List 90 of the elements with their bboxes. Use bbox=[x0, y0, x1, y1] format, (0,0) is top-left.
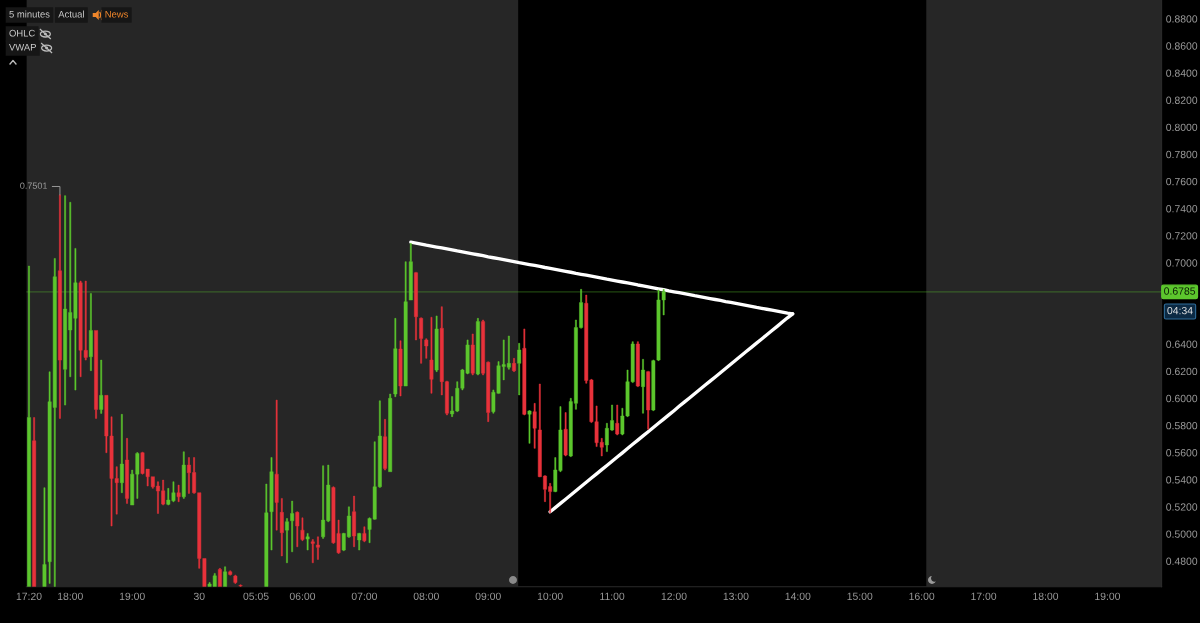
candlestick bbox=[357, 532, 362, 551]
candlestick bbox=[563, 412, 568, 457]
candlestick bbox=[403, 261, 408, 387]
y-tick-label: 0.5200 bbox=[1166, 503, 1198, 511]
x-tick-label: 10:00 bbox=[537, 592, 563, 601]
x-tick-label: 16:00 bbox=[909, 592, 935, 601]
candlestick bbox=[398, 340, 403, 397]
y-tick-label: 0.6200 bbox=[1166, 367, 1198, 376]
candlestick bbox=[408, 243, 413, 301]
candlestick bbox=[27, 265, 31, 587]
candlestick bbox=[393, 318, 398, 397]
x-tick-label: 14:00 bbox=[785, 592, 811, 601]
candlestick bbox=[32, 417, 37, 587]
candlestick bbox=[434, 315, 439, 372]
y-tick-label: 0.6000 bbox=[1166, 394, 1198, 403]
y-tick-label: 0.8200 bbox=[1166, 96, 1198, 104]
candlestick bbox=[352, 495, 356, 548]
candlestick bbox=[517, 343, 522, 396]
candlestick bbox=[181, 451, 186, 499]
candlestick bbox=[512, 358, 516, 372]
y-tick-label: 0.7000 bbox=[1166, 259, 1198, 267]
x-tick-label: 05:05 bbox=[243, 592, 269, 601]
x-tick-label: 09:00 bbox=[475, 592, 501, 601]
candlestick bbox=[362, 526, 367, 543]
x-tick-label: 12:00 bbox=[661, 592, 687, 601]
candlestick bbox=[635, 341, 640, 387]
y-tick-label: 0.7400 bbox=[1166, 205, 1198, 213]
ref-line-label: 0.6785 bbox=[1164, 287, 1196, 295]
candlestick bbox=[641, 359, 645, 414]
x-tick-label: 07:00 bbox=[351, 592, 378, 601]
y-tick-label: 0.5800 bbox=[1166, 421, 1198, 430]
y-tick-label: 0.5400 bbox=[1166, 476, 1198, 484]
candlestick bbox=[316, 536, 320, 560]
candlestick bbox=[532, 403, 537, 449]
candlestick bbox=[615, 404, 620, 436]
annotation: Actual bbox=[58, 10, 84, 18]
candlestick bbox=[419, 317, 424, 364]
x-tick-label: 15:00 bbox=[847, 592, 873, 601]
x-tick-label: 08:00 bbox=[413, 592, 439, 601]
y-tick-label: 0.7200 bbox=[1166, 232, 1198, 240]
x-tick-label: 11:00 bbox=[600, 592, 625, 601]
candlestick bbox=[223, 566, 227, 587]
y-tick-label: 0.8600 bbox=[1166, 42, 1198, 50]
y-tick-label: 0.8400 bbox=[1166, 69, 1198, 77]
x-tick-label: 18:00 bbox=[1033, 592, 1059, 601]
candlestick bbox=[176, 484, 181, 503]
x-tick-label: 13:00 bbox=[723, 592, 749, 601]
candlestick bbox=[646, 370, 651, 430]
candlestick bbox=[383, 419, 387, 471]
candlestick bbox=[310, 539, 315, 564]
x-tick-label: 19:00 bbox=[1095, 592, 1121, 601]
candlestick bbox=[119, 414, 124, 493]
candlestick bbox=[94, 330, 98, 419]
y-tick-label: 0.5600 bbox=[1166, 449, 1198, 457]
annotation: News bbox=[105, 10, 129, 18]
x-tick-label: 30 bbox=[193, 592, 205, 601]
candlestick bbox=[279, 498, 284, 557]
candlestick bbox=[89, 293, 93, 371]
candlestick bbox=[99, 359, 104, 414]
annotation: OHLC bbox=[9, 29, 35, 37]
annotation: 0.7501 bbox=[20, 182, 47, 189]
x-tick-label: 17:00 bbox=[971, 592, 997, 601]
candlestick bbox=[476, 318, 480, 376]
y-tick-label: 0.7600 bbox=[1166, 177, 1198, 186]
candlestick bbox=[388, 393, 393, 472]
candlestick bbox=[305, 533, 310, 551]
x-tick-label: 18:00 bbox=[58, 592, 83, 601]
candlestick bbox=[290, 500, 295, 553]
candlestick bbox=[470, 333, 475, 376]
candlestick bbox=[125, 438, 129, 504]
text: 04:34 bbox=[1167, 306, 1193, 315]
y-tick-label: 0.7800 bbox=[1166, 150, 1198, 159]
candlestick bbox=[285, 518, 289, 564]
candlestick bbox=[238, 584, 243, 587]
y-tick-label: 0.8000 bbox=[1166, 123, 1198, 132]
x-tick-label: 19:00 bbox=[119, 592, 145, 601]
annotation: VWAP bbox=[9, 43, 36, 51]
x-tick-label: 17:20 bbox=[16, 592, 42, 601]
candlestick bbox=[274, 399, 279, 531]
y-tick-label: 0.4800 bbox=[1166, 557, 1198, 565]
candlestick bbox=[527, 410, 532, 444]
x-tick-label: 06:00 bbox=[289, 592, 316, 601]
y-tick-label: 0.8800 bbox=[1166, 15, 1198, 23]
candlestick bbox=[522, 328, 527, 416]
annotation: 5 minutes bbox=[9, 10, 50, 18]
candlestick bbox=[414, 272, 418, 341]
y-tick-label: 0.6400 bbox=[1166, 340, 1198, 348]
candlestick bbox=[218, 568, 222, 587]
y-tick-label: 0.5000 bbox=[1166, 530, 1198, 538]
candlestick bbox=[58, 194, 62, 419]
